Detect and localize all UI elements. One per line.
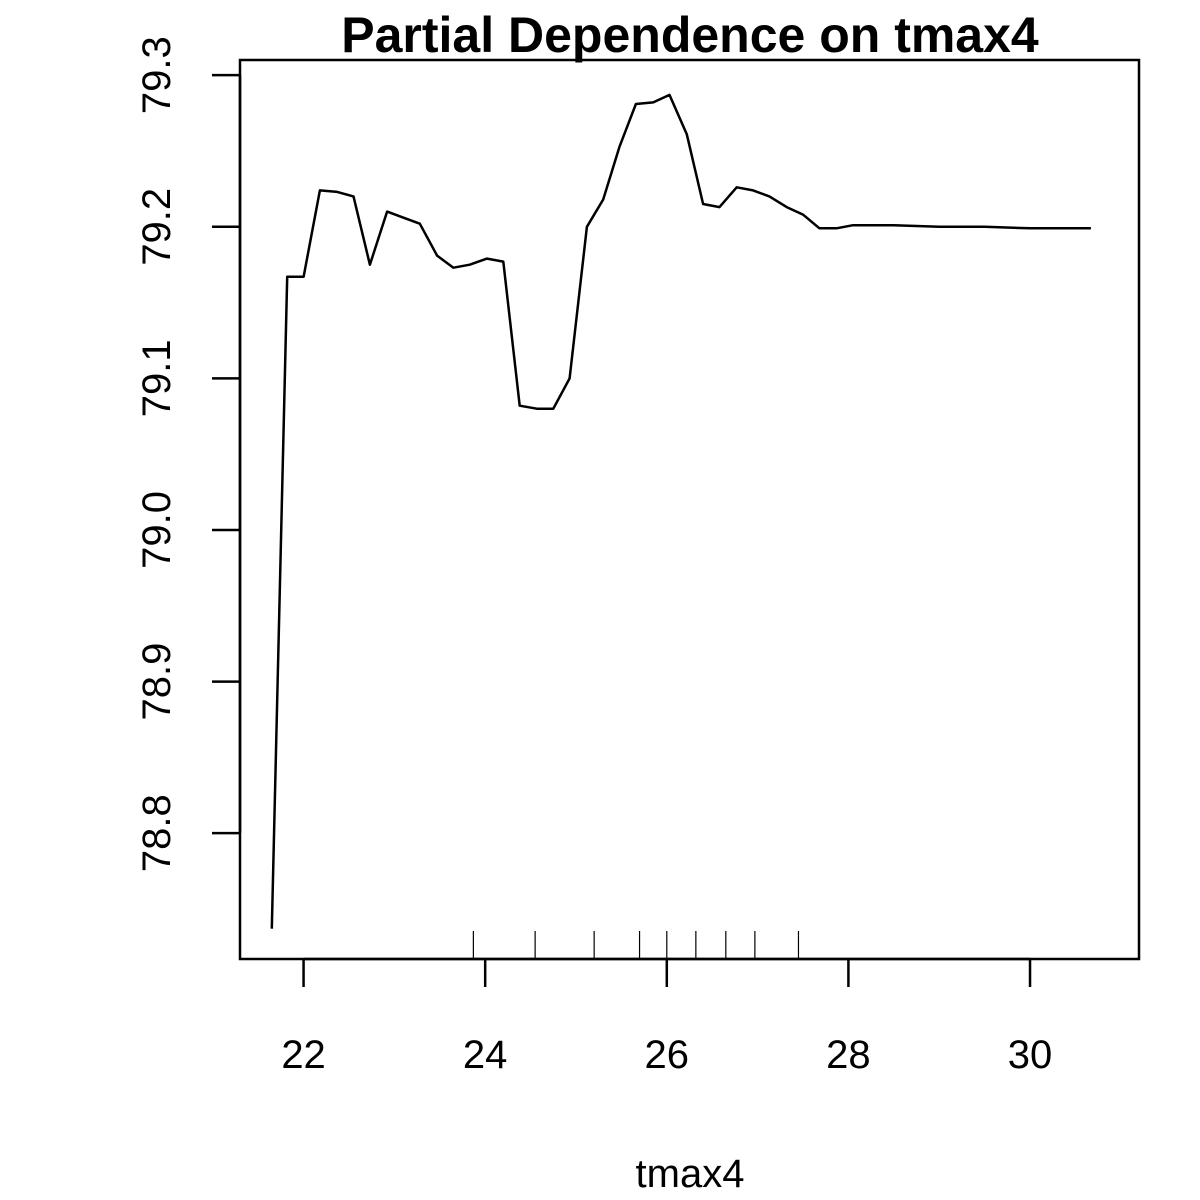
plot-frame <box>238 58 1141 961</box>
series-group <box>270 93 1091 929</box>
x-axis-label: tmax4 <box>636 1152 745 1196</box>
x-axis: 22 24 26 28 30 <box>281 957 1053 1077</box>
y-tick-label: 79.0 <box>135 491 179 569</box>
y-tick-label: 79.3 <box>135 36 179 114</box>
chart-title: Partial Dependence on tmax4 <box>341 7 1039 63</box>
y-tick-label: 78.8 <box>135 794 179 872</box>
x-tick-label: 26 <box>645 1033 690 1077</box>
x-tick-label: 28 <box>826 1033 871 1077</box>
series-line <box>270 93 1091 929</box>
y-tick-label: 79.1 <box>135 339 179 417</box>
y-tick-label: 79.2 <box>135 188 179 266</box>
x-tick-label: 30 <box>1008 1033 1053 1077</box>
y-tick-label: 78.9 <box>135 643 179 721</box>
x-tick-label: 24 <box>463 1033 508 1077</box>
rug-marks <box>472 931 800 959</box>
y-axis: 78.8 78.9 79.0 79.1 79.2 79.3 <box>135 36 242 872</box>
x-tick-label: 22 <box>281 1033 326 1077</box>
